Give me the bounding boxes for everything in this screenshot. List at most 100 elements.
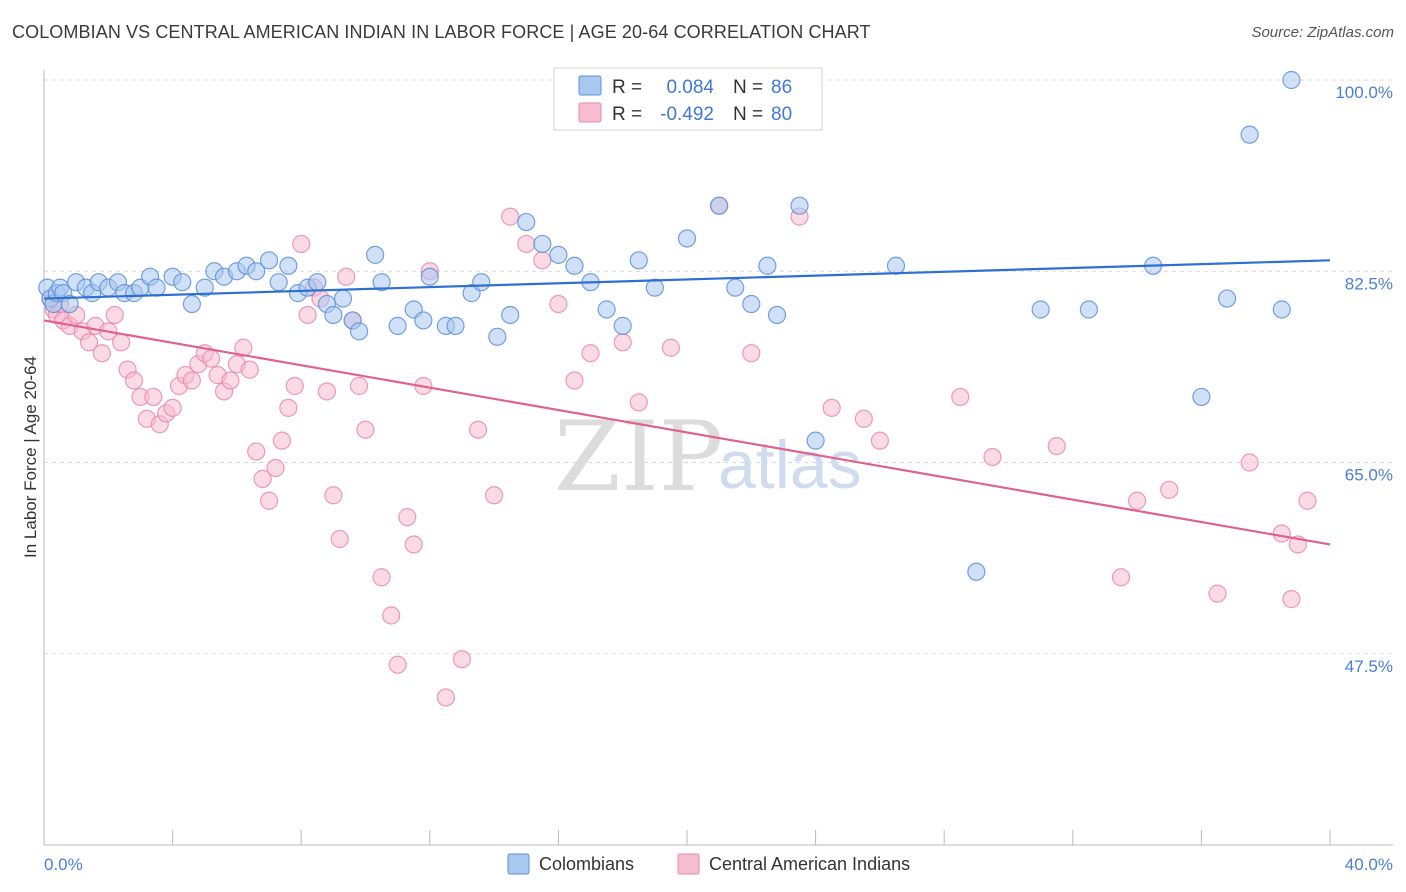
point-central-american-indians [501,207,520,226]
stats-legend: R = 0.084 N = 86 R = -0.492 N = 80 [553,67,823,131]
point-colombians [488,327,507,346]
point-central-american-indians [79,333,99,352]
point-colombians [726,278,745,297]
legend-n-label: N = [733,77,763,98]
legend-label-central-american-indians: Central American Indians [709,854,910,874]
source-label: Source: ZipAtlas.com [1251,24,1394,41]
watermark-zip: ZIP [554,401,723,513]
point-colombians [333,289,353,308]
point-colombians [710,196,729,215]
legend-swatch-central-american-indians [677,853,700,875]
point-central-american-indians [1111,568,1131,587]
point-central-american-indians [870,431,890,450]
point-colombians [388,316,407,335]
point-central-american-indians [468,420,488,439]
point-colombians [790,196,809,215]
point-central-american-indians [452,650,472,669]
point-colombians [613,316,632,335]
legend-swatch-colombians [578,75,602,96]
point-central-american-indians [581,344,600,363]
y-axis-tick-labels: 47.5% 65.0% 82.5% 100.0% [1335,83,1393,676]
point-central-american-indians [92,344,111,363]
point-central-american-indians [182,371,201,390]
point-central-american-indians [398,508,417,527]
point-central-american-indians [388,655,407,674]
point-central-american-indians [661,338,681,357]
point-colombians [472,273,491,292]
point-colombians [414,311,433,330]
point-colombians [366,245,385,264]
point-central-american-indians [854,409,873,428]
y-tick-label: 65.0% [1345,466,1393,485]
point-colombians [279,256,298,275]
y-axis-label: In Labor Force | Age 20-64 [21,356,40,558]
point-colombians [324,305,343,325]
watermark: ZIP atlas [554,401,862,513]
point-central-american-indians [337,267,356,286]
point-colombians [1192,387,1211,407]
point-colombians [758,256,777,275]
point-central-american-indians [404,535,423,554]
point-colombians [677,229,697,248]
point-central-american-indians [272,431,292,450]
point-colombians [446,316,465,335]
point-central-american-indians [259,491,279,510]
point-colombians [147,278,166,297]
point-central-american-indians [247,442,266,461]
point-colombians [173,273,192,292]
point-central-american-indians [330,529,349,549]
point-central-american-indians [324,486,343,505]
point-colombians [967,562,986,581]
x-tick-label-max: 40.0% [1345,855,1393,874]
point-central-american-indians [517,234,536,254]
point-central-american-indians [1282,590,1301,609]
point-central-american-indians [1127,491,1147,510]
point-central-american-indians [1298,491,1317,510]
point-central-american-indians [951,387,970,407]
point-central-american-indians [163,398,182,417]
y-tick-label: 100.0% [1335,83,1393,102]
series-central-american-indians [41,196,1317,707]
legend-n-label: N = [733,104,763,125]
point-central-american-indians [485,486,504,505]
point-central-american-indians [292,234,311,254]
trend-line-colombians [43,259,1331,300]
point-central-american-indians [144,387,163,407]
point-colombians [501,305,520,325]
point-colombians [182,294,201,314]
point-central-american-indians [983,447,1002,467]
legend-r-label: R = [612,77,642,98]
y-tick-label: 47.5% [1345,657,1393,676]
point-colombians [517,212,536,232]
point-central-american-indians [279,398,298,417]
point-central-american-indians [629,393,648,412]
point-central-american-indians [549,294,568,314]
point-colombians [645,278,664,297]
series-colombians [38,70,1301,581]
point-central-american-indians [240,360,259,379]
watermark-atlas: atlas [718,427,862,503]
point-central-american-indians [1160,480,1179,499]
point-central-american-indians [266,458,285,478]
point-colombians [1282,70,1301,90]
point-central-american-indians [124,371,144,390]
point-colombians [806,431,825,450]
point-colombians [742,294,761,314]
trend-line-central-american-indians [43,319,1331,546]
legend-swatch-colombians [507,853,530,875]
point-colombians [372,273,391,292]
point-central-american-indians [349,376,369,396]
point-central-american-indians [382,606,401,625]
point-central-american-indians [372,568,391,587]
point-central-american-indians [533,251,552,270]
point-central-american-indians [285,376,304,396]
axes [43,70,1393,846]
legend-label-colombians: Colombians [539,854,634,874]
legend-n-value: 80 [771,104,792,125]
point-central-american-indians [1208,584,1227,603]
point-colombians [1218,289,1237,308]
point-central-american-indians [613,333,632,352]
point-colombians [349,322,369,341]
point-colombians [247,262,266,281]
